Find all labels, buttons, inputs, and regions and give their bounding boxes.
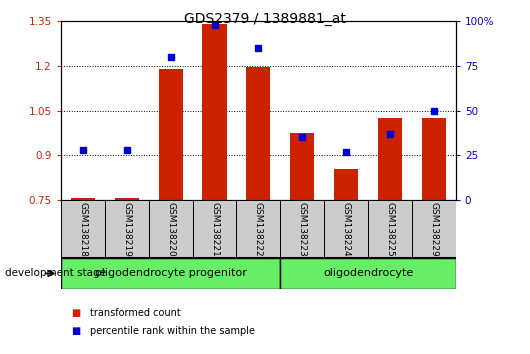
Bar [61, 200, 105, 258]
Text: GSM138225: GSM138225 [385, 202, 394, 257]
Bar [324, 200, 368, 258]
Text: GSM138229: GSM138229 [429, 202, 438, 257]
Text: development stage: development stage [5, 268, 107, 279]
Bar [202, 24, 226, 200]
Text: GSM138224: GSM138224 [342, 202, 351, 257]
Bar [61, 258, 280, 289]
Bar [280, 258, 456, 289]
Bar [114, 198, 139, 200]
Text: GSM138222: GSM138222 [254, 202, 263, 257]
Text: GSM138221: GSM138221 [210, 202, 219, 257]
Bar [158, 69, 183, 200]
Bar [368, 200, 412, 258]
Text: GDS2379 / 1389881_at: GDS2379 / 1389881_at [184, 12, 346, 27]
Bar [412, 200, 456, 258]
Text: ■: ■ [72, 326, 81, 336]
Text: oligodendrocyte: oligodendrocyte [323, 268, 413, 279]
Bar [334, 169, 358, 200]
Bar [192, 200, 236, 258]
Text: ■: ■ [72, 308, 81, 318]
Text: transformed count: transformed count [90, 308, 181, 318]
Bar [246, 67, 270, 200]
Text: oligodendrocyte progenitor: oligodendrocyte progenitor [95, 268, 246, 279]
Bar [422, 118, 446, 200]
Bar [105, 200, 149, 258]
Text: GSM138220: GSM138220 [166, 202, 175, 257]
Text: GSM138219: GSM138219 [122, 202, 131, 257]
Text: GSM138218: GSM138218 [78, 202, 87, 257]
Bar [280, 200, 324, 258]
Text: GSM138223: GSM138223 [298, 202, 307, 257]
Bar [149, 200, 192, 258]
Bar [71, 198, 95, 200]
Bar [378, 118, 402, 200]
Bar [290, 133, 314, 200]
Text: percentile rank within the sample: percentile rank within the sample [90, 326, 255, 336]
Bar [236, 200, 280, 258]
